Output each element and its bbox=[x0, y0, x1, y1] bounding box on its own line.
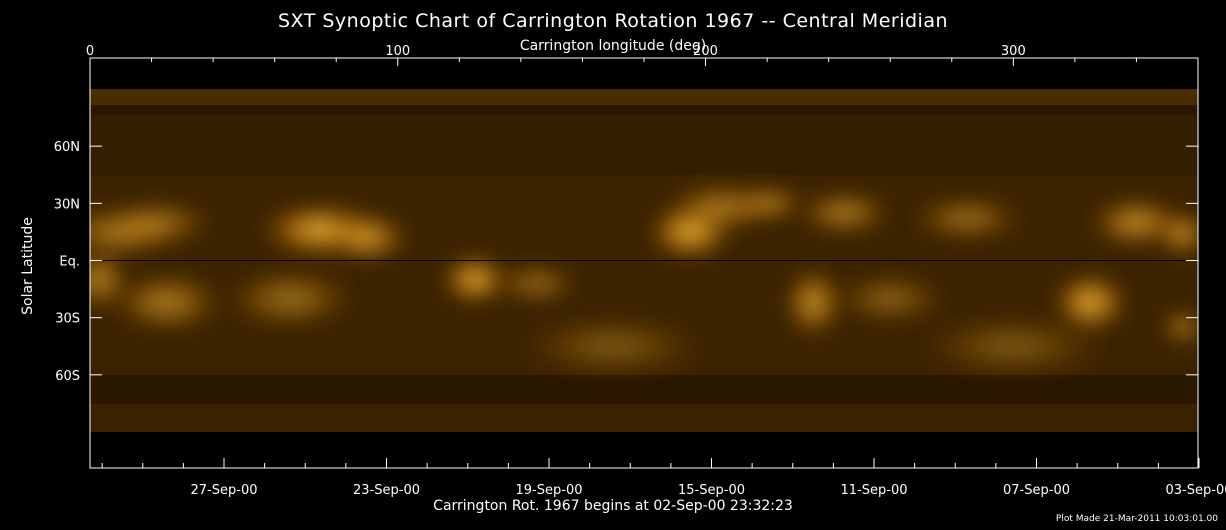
active-region-6 bbox=[107, 271, 227, 333]
active-region-9 bbox=[491, 265, 581, 302]
bottom-tick-label: 11-Sep-00 bbox=[841, 483, 908, 498]
active-region-21 bbox=[514, 315, 712, 377]
bottom-tick-label: 27-Sep-00 bbox=[191, 483, 258, 498]
top-axis-ticks: 0 100 200 300 bbox=[86, 44, 1137, 66]
y-tick-label: 30S bbox=[55, 312, 80, 327]
bottom-tick-label: 23-Sep-00 bbox=[353, 483, 420, 498]
active-region-2 bbox=[98, 201, 217, 244]
active-region-15 bbox=[831, 274, 950, 324]
north-midlat-haze bbox=[90, 115, 1198, 175]
bottom-axis-label: Carrington Rot. 1967 begins at 02-Sep-00… bbox=[433, 498, 793, 514]
active-region-22 bbox=[914, 315, 1112, 377]
bottom-tick-label: 07-Sep-00 bbox=[1003, 483, 1070, 498]
y-tick-label: Eq. bbox=[59, 255, 80, 270]
bottom-tick-label: 19-Sep-00 bbox=[516, 483, 583, 498]
y-axis-ticks: 60N 30N Eq. 30S 60S bbox=[54, 140, 1198, 384]
active-regions bbox=[90, 182, 1198, 377]
top-tick-label: 200 bbox=[693, 44, 718, 59]
active-region-7 bbox=[221, 268, 359, 330]
bottom-tick-label: 03-Sep-00 bbox=[1166, 483, 1226, 498]
active-region-13 bbox=[794, 191, 894, 235]
active-region-8 bbox=[440, 255, 510, 304]
top-tick-label: 300 bbox=[1001, 44, 1026, 59]
y-tick-label: 60S bbox=[55, 369, 80, 384]
active-region-19 bbox=[1050, 271, 1130, 333]
chart-title: SXT Synoptic Chart of Carrington Rotatio… bbox=[277, 10, 949, 32]
active-region-14 bbox=[783, 265, 843, 340]
bottom-tick-label: 15-Sep-00 bbox=[678, 483, 745, 498]
north-polar-band bbox=[90, 89, 1198, 105]
y-tick-label: 60N bbox=[54, 140, 80, 155]
bottom-axis-ticks: 27-Sep-00 23-Sep-00 19-Sep-00 15-Sep-00 11-S… bbox=[101, 458, 1226, 498]
top-tick-label: 0 bbox=[86, 44, 94, 59]
active-region-4 bbox=[322, 213, 412, 263]
top-tick-label: 100 bbox=[385, 44, 410, 59]
top-axis-label: Carrington longitude (deg) bbox=[519, 38, 707, 54]
active-region-18 bbox=[1157, 212, 1198, 256]
active-region-20 bbox=[1162, 311, 1198, 343]
y-tick-label: 30N bbox=[54, 197, 80, 212]
south-polar-band bbox=[90, 404, 1198, 432]
active-region-16 bbox=[908, 197, 1027, 240]
no-data-band bbox=[90, 432, 1198, 468]
plot-made-note: Plot Made 21-Mar-2011 10:03:01.00 bbox=[1055, 514, 1218, 524]
active-region-12 bbox=[661, 182, 781, 232]
